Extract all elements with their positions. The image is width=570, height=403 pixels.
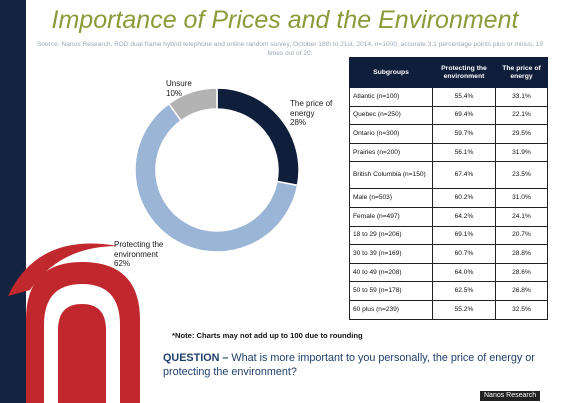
cell-price-of-energy: 29.5% (495, 124, 548, 144)
cell-protecting-environment: 69.4% (432, 105, 496, 126)
label-price-of-energy-name: The price of energy (290, 99, 333, 118)
slice-protecting-environment (134, 102, 299, 253)
cell-price-of-energy: 22.1% (495, 105, 548, 126)
table-row: British Columbia (n=150) 67.4% 23.5% (349, 161, 548, 190)
table-row: Female (n=497) 64.2% 24.1% (349, 206, 548, 227)
label-protecting-environment-name: Protecting the environment (114, 240, 164, 259)
cell-protecting-environment: 64.0% (432, 262, 496, 283)
table-row: Male (n=503) 60.2% 31.0% (349, 188, 548, 208)
cell-protecting-environment: 55.4% (432, 87, 496, 107)
header-protecting-environment: Protecting the environment (432, 57, 496, 88)
table-row: 30 to 39 (n=169) 60.7% 28.8% (349, 244, 548, 264)
cell-subgroup: 18 to 29 (n=206) (349, 225, 433, 246)
cell-subgroup: 30 to 39 (n=169) (349, 244, 433, 264)
header-price-of-energy: The price of energy (495, 57, 548, 88)
table-row: Prairies (n=200) 56.1% 31.9% (349, 142, 548, 163)
label-protecting-environment-value: 62% (114, 259, 131, 268)
slice-price-of-energy (216, 87, 300, 187)
table-row: Quebec (n=250) 69.4% 22.1% (349, 105, 548, 126)
cell-subgroup: Female (n=497) (349, 206, 433, 227)
cell-protecting-environment: 62.5% (432, 281, 496, 301)
credit-badge: Nanos Research (480, 391, 541, 401)
label-unsure-value: 10% (166, 88, 183, 98)
cell-subgroup: Male (n=503) (349, 188, 433, 208)
header-subgroups: Subgroups (349, 57, 433, 88)
source-note: Source: Nanos Research, RDD dual frame h… (36, 41, 544, 57)
cell-price-of-energy: 26.8% (495, 281, 548, 301)
subgroups-table: Subgroups Protecting the environment The… (349, 57, 548, 320)
label-price-of-energy-value: 28% (290, 118, 307, 127)
cell-price-of-energy: 33.1% (495, 87, 548, 107)
table-header-row: Subgroups Protecting the environment The… (349, 57, 548, 88)
cell-subgroup: Quebec (n=250) (349, 105, 433, 126)
table-row: 40 to 49 (n=208) 64.0% 28.6% (349, 262, 548, 283)
question-text: QUESTION – What is more important to you… (163, 351, 563, 379)
label-price-of-energy: The price of energy 28% (290, 99, 334, 128)
cell-protecting-environment: 64.2% (432, 206, 496, 227)
cell-subgroup: 40 to 49 (n=208) (349, 262, 433, 283)
cell-protecting-environment: 60.7% (432, 244, 496, 264)
cell-subgroup: 50 to 59 (n=178) (349, 281, 433, 301)
table-row: Atlantic (n=100) 55.4% 33.1% (349, 87, 548, 107)
cell-subgroup: British Columbia (n=150) (349, 161, 433, 190)
label-unsure: Unsure 10% (166, 79, 192, 98)
cell-price-of-energy: 20.7% (495, 225, 548, 246)
cell-protecting-environment: 59.7% (432, 124, 496, 144)
cell-protecting-environment: 60.2% (432, 188, 496, 208)
page-title: Importance of Prices and the Environment (51, 6, 519, 34)
slice-unsure (167, 87, 218, 122)
cell-price-of-energy: 31.9% (495, 142, 548, 163)
cell-price-of-energy: 31.0% (495, 188, 548, 208)
question-label: QUESTION – (163, 352, 229, 364)
cell-price-of-energy: 28.8% (495, 244, 548, 264)
cell-price-of-energy: 24.1% (495, 206, 548, 227)
label-protecting-environment: Protecting the environment 62% (114, 240, 176, 269)
table-row: 60 plus (n=239) 55.2% 32.5% (349, 299, 548, 320)
cell-protecting-environment: 67.4% (432, 161, 496, 190)
table-row: 50 to 59 (n=178) 62.5% 26.8% (349, 281, 548, 301)
table-row: 18 to 29 (n=206) 69.1% 20.7% (349, 225, 548, 246)
cell-protecting-environment: 56.1% (432, 142, 496, 163)
cell-subgroup: Ontario (n=300) (349, 124, 433, 144)
cell-price-of-energy: 28.6% (495, 262, 548, 283)
cell-subgroup: Prairies (n=200) (349, 142, 433, 163)
cell-subgroup: 60 plus (n=239) (349, 299, 433, 320)
rounding-note: *Note: Charts may not add up to 100 due … (172, 331, 363, 340)
cell-protecting-environment: 55.2% (432, 299, 496, 320)
cell-price-of-energy: 32.5% (495, 299, 548, 320)
cell-price-of-energy: 23.5% (495, 161, 548, 190)
question-body: What is more important to you personally… (163, 352, 535, 378)
cell-protecting-environment: 69.1% (432, 225, 496, 246)
label-unsure-name: Unsure (166, 79, 192, 88)
table-body: Atlantic (n=100) 55.4% 33.1% Quebec (n=250)… (349, 87, 548, 320)
table-row: Ontario (n=300) 59.7% 29.5% (349, 124, 548, 144)
cell-subgroup: Atlantic (n=100) (349, 87, 433, 107)
